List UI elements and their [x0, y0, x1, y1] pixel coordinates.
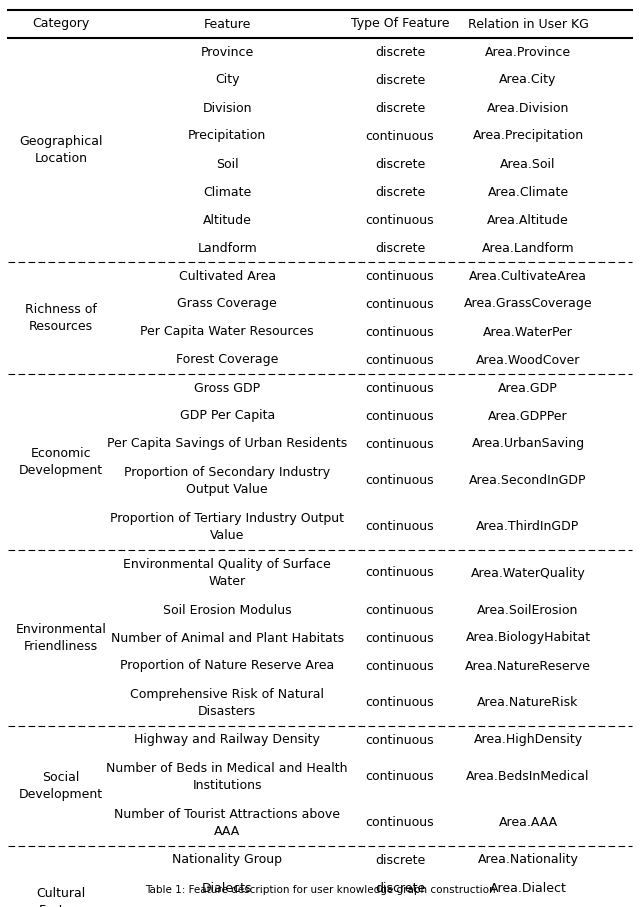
Text: discrete: discrete: [375, 102, 425, 114]
Text: Proportion of Secondary Industry
Output Value: Proportion of Secondary Industry Output …: [124, 466, 330, 496]
Text: Highway and Railway Density: Highway and Railway Density: [134, 734, 320, 746]
Text: continuous: continuous: [365, 816, 435, 830]
Text: Area.Dialect: Area.Dialect: [490, 882, 566, 894]
Text: continuous: continuous: [365, 521, 435, 533]
Text: discrete: discrete: [375, 853, 425, 866]
Text: Comprehensive Risk of Natural
Disasters: Comprehensive Risk of Natural Disasters: [130, 688, 324, 718]
Text: discrete: discrete: [375, 241, 425, 255]
Text: Forest Coverage: Forest Coverage: [176, 354, 278, 366]
Text: Area.Province: Area.Province: [485, 45, 571, 58]
Text: continuous: continuous: [365, 354, 435, 366]
Text: Richness of
Resources: Richness of Resources: [25, 303, 97, 333]
Text: continuous: continuous: [365, 734, 435, 746]
Text: Economic
Development: Economic Development: [19, 447, 103, 477]
Text: continuous: continuous: [365, 603, 435, 617]
Text: Area.HighDensity: Area.HighDensity: [474, 734, 582, 746]
Text: Area.Precipitation: Area.Precipitation: [472, 130, 584, 142]
Text: Number of Tourist Attractions above
AAA: Number of Tourist Attractions above AAA: [114, 808, 340, 838]
Text: Social
Development: Social Development: [19, 771, 103, 801]
Text: Cultural
Factors: Cultural Factors: [36, 887, 85, 907]
Text: continuous: continuous: [365, 326, 435, 338]
Text: Geographical
Location: Geographical Location: [19, 135, 102, 165]
Text: Environmental Quality of Surface
Water: Environmental Quality of Surface Water: [124, 558, 331, 588]
Text: Area.GDP: Area.GDP: [498, 382, 558, 395]
Text: Climate: Climate: [203, 186, 252, 199]
Text: Category: Category: [32, 17, 90, 31]
Text: continuous: continuous: [365, 697, 435, 709]
Text: Table 1: Feature description for user knowledge graph construction: Table 1: Feature description for user kn…: [145, 885, 495, 895]
Text: discrete: discrete: [375, 186, 425, 199]
Text: Type Of Feature: Type Of Feature: [351, 17, 449, 31]
Text: continuous: continuous: [365, 567, 435, 580]
Text: continuous: continuous: [365, 130, 435, 142]
Text: continuous: continuous: [365, 771, 435, 784]
Text: discrete: discrete: [375, 158, 425, 171]
Text: Area.Division: Area.Division: [487, 102, 569, 114]
Text: Province: Province: [200, 45, 254, 58]
Text: continuous: continuous: [365, 409, 435, 423]
Text: Grass Coverage: Grass Coverage: [177, 297, 277, 310]
Text: Division: Division: [202, 102, 252, 114]
Text: continuous: continuous: [365, 297, 435, 310]
Text: Area.NatureRisk: Area.NatureRisk: [477, 697, 579, 709]
Text: Area.ThirdInGDP: Area.ThirdInGDP: [476, 521, 580, 533]
Text: Proportion of Tertiary Industry Output
Value: Proportion of Tertiary Industry Output V…: [110, 512, 344, 542]
Text: Altitude: Altitude: [203, 213, 252, 227]
Text: continuous: continuous: [365, 213, 435, 227]
Text: Nationality Group: Nationality Group: [172, 853, 282, 866]
Text: Cultivated Area: Cultivated Area: [179, 269, 276, 282]
Text: Feature: Feature: [204, 17, 251, 31]
Text: Area.GrassCoverage: Area.GrassCoverage: [464, 297, 592, 310]
Text: Environmental
Friendliness: Environmental Friendliness: [15, 623, 106, 653]
Text: Area.NatureReserve: Area.NatureReserve: [465, 659, 591, 672]
Text: Number of Beds in Medical and Health
Institutions: Number of Beds in Medical and Health Ins…: [106, 762, 348, 792]
Text: Landform: Landform: [197, 241, 257, 255]
Text: Area.BedsInMedical: Area.BedsInMedical: [467, 771, 589, 784]
Text: Soil: Soil: [216, 158, 239, 171]
Text: Per Capita Savings of Urban Residents: Per Capita Savings of Urban Residents: [107, 437, 348, 451]
Text: Area.City: Area.City: [499, 73, 557, 86]
Text: Area.Soil: Area.Soil: [500, 158, 556, 171]
Text: continuous: continuous: [365, 659, 435, 672]
Text: continuous: continuous: [365, 382, 435, 395]
Text: Area.WoodCover: Area.WoodCover: [476, 354, 580, 366]
Text: Soil Erosion Modulus: Soil Erosion Modulus: [163, 603, 291, 617]
Text: Area.Landform: Area.Landform: [482, 241, 574, 255]
Text: discrete: discrete: [375, 73, 425, 86]
Text: Area.GDPPer: Area.GDPPer: [488, 409, 568, 423]
Text: continuous: continuous: [365, 631, 435, 645]
Text: Area.Altitude: Area.Altitude: [487, 213, 569, 227]
Text: Precipitation: Precipitation: [188, 130, 266, 142]
Text: Per Capita Water Resources: Per Capita Water Resources: [140, 326, 314, 338]
Text: Number of Animal and Plant Habitats: Number of Animal and Plant Habitats: [111, 631, 344, 645]
Text: Area.SecondInGDP: Area.SecondInGDP: [469, 474, 587, 487]
Text: Relation in User KG: Relation in User KG: [468, 17, 588, 31]
Text: Area.WaterPer: Area.WaterPer: [483, 326, 573, 338]
Text: Proportion of Nature Reserve Area: Proportion of Nature Reserve Area: [120, 659, 334, 672]
Text: Area.BiologyHabitat: Area.BiologyHabitat: [465, 631, 591, 645]
Text: Area.SoilErosion: Area.SoilErosion: [477, 603, 579, 617]
Text: continuous: continuous: [365, 437, 435, 451]
Text: City: City: [215, 73, 239, 86]
Text: continuous: continuous: [365, 474, 435, 487]
Text: discrete: discrete: [375, 45, 425, 58]
Text: GDP Per Capita: GDP Per Capita: [180, 409, 275, 423]
Text: discrete: discrete: [375, 882, 425, 894]
Text: Area.Nationality: Area.Nationality: [477, 853, 579, 866]
Text: Area.Climate: Area.Climate: [488, 186, 568, 199]
Text: Area.AAA: Area.AAA: [499, 816, 557, 830]
Text: Area.CultivateArea: Area.CultivateArea: [469, 269, 587, 282]
Text: Dialects: Dialects: [202, 882, 252, 894]
Text: Gross GDP: Gross GDP: [194, 382, 260, 395]
Text: Area.UrbanSaving: Area.UrbanSaving: [472, 437, 584, 451]
Text: continuous: continuous: [365, 269, 435, 282]
Text: Area.WaterQuality: Area.WaterQuality: [470, 567, 586, 580]
